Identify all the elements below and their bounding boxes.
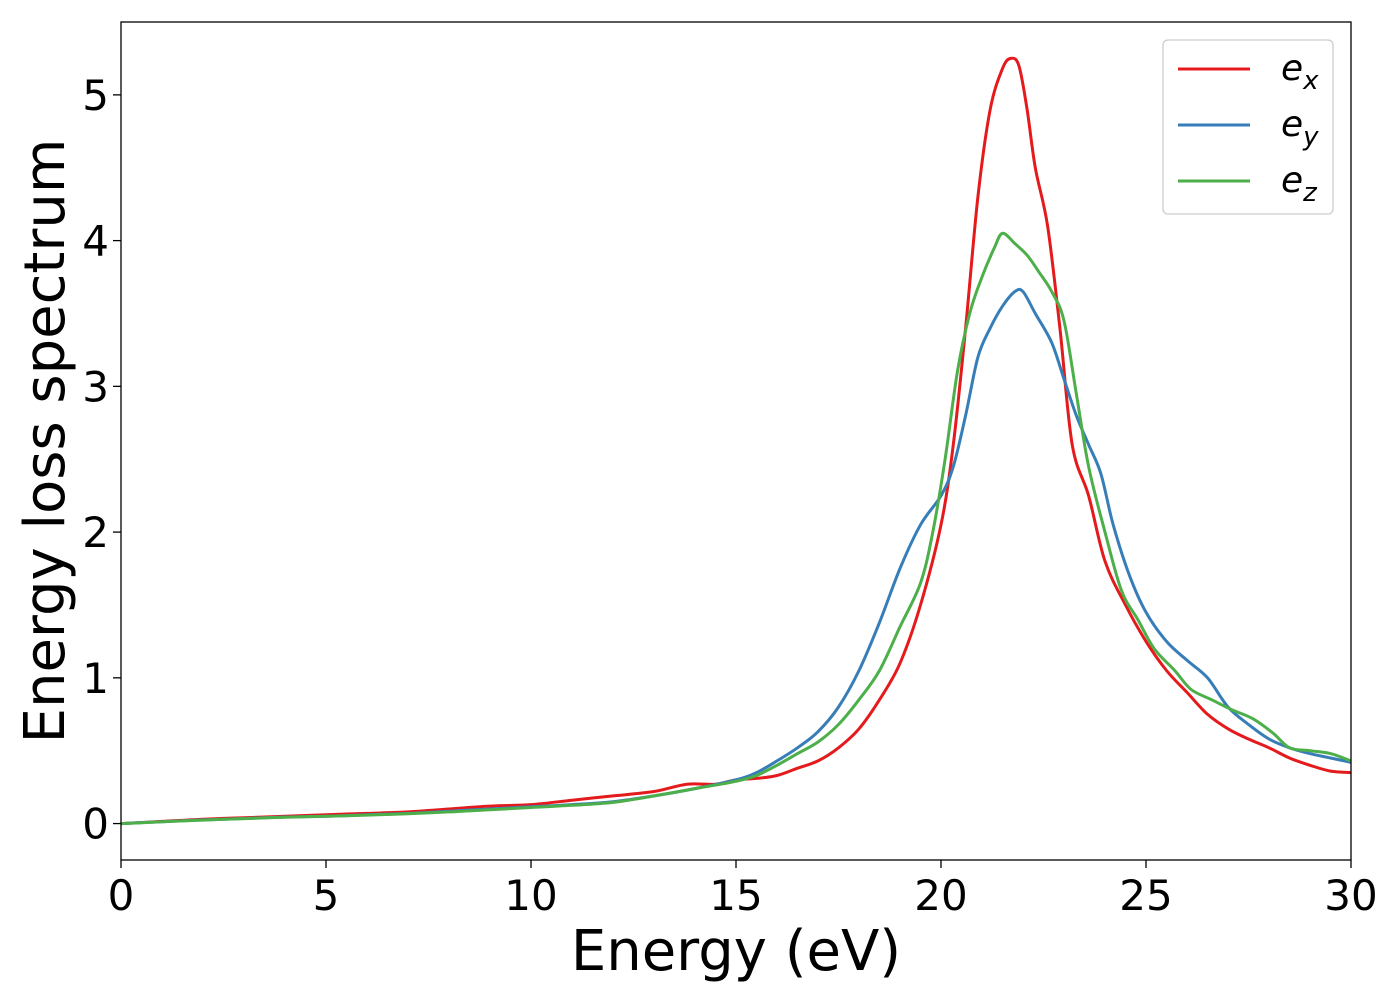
x-tick-label: 5 bbox=[313, 871, 340, 920]
legend-label-base: e bbox=[1281, 160, 1303, 201]
legend-label-z: ez bbox=[1281, 160, 1318, 208]
y-axis-label: Energy loss spectrum bbox=[13, 139, 78, 744]
series-line-z bbox=[120, 231, 1352, 826]
legend-frame bbox=[1162, 39, 1334, 215]
y-tick-label: 0 bbox=[82, 800, 109, 849]
legend-label-base: e bbox=[1281, 104, 1303, 145]
series-layer bbox=[120, 56, 1352, 826]
x-tick-label: 15 bbox=[709, 871, 762, 920]
x-axis: 0 5 10 15 20 25 30 bbox=[108, 860, 1378, 920]
x-tick-label: 30 bbox=[1324, 871, 1377, 920]
y-tick-label: 1 bbox=[82, 654, 109, 703]
x-tick-label: 25 bbox=[1119, 871, 1172, 920]
legend-label-base: e bbox=[1281, 48, 1303, 89]
legend-label-subscript: x bbox=[1302, 66, 1319, 96]
y-tick-label: 2 bbox=[82, 508, 109, 557]
legend-label-subscript: y bbox=[1302, 122, 1319, 152]
legend-label-x: ex bbox=[1281, 48, 1319, 96]
legend-label-y: ey bbox=[1281, 104, 1319, 152]
y-axis: 0 1 2 3 4 5 bbox=[82, 71, 121, 849]
x-tick-label: 20 bbox=[914, 871, 967, 920]
series-line-x bbox=[120, 56, 1352, 826]
x-tick-label: 10 bbox=[504, 871, 557, 920]
x-tick-label: 0 bbox=[108, 871, 135, 920]
x-axis-label: Energy (eV) bbox=[571, 919, 901, 984]
plot-area bbox=[121, 22, 1351, 860]
y-tick-label: 4 bbox=[82, 217, 109, 266]
y-tick-label: 3 bbox=[82, 362, 109, 411]
y-tick-label: 5 bbox=[82, 71, 109, 120]
legend-label-subscript: z bbox=[1302, 178, 1318, 208]
